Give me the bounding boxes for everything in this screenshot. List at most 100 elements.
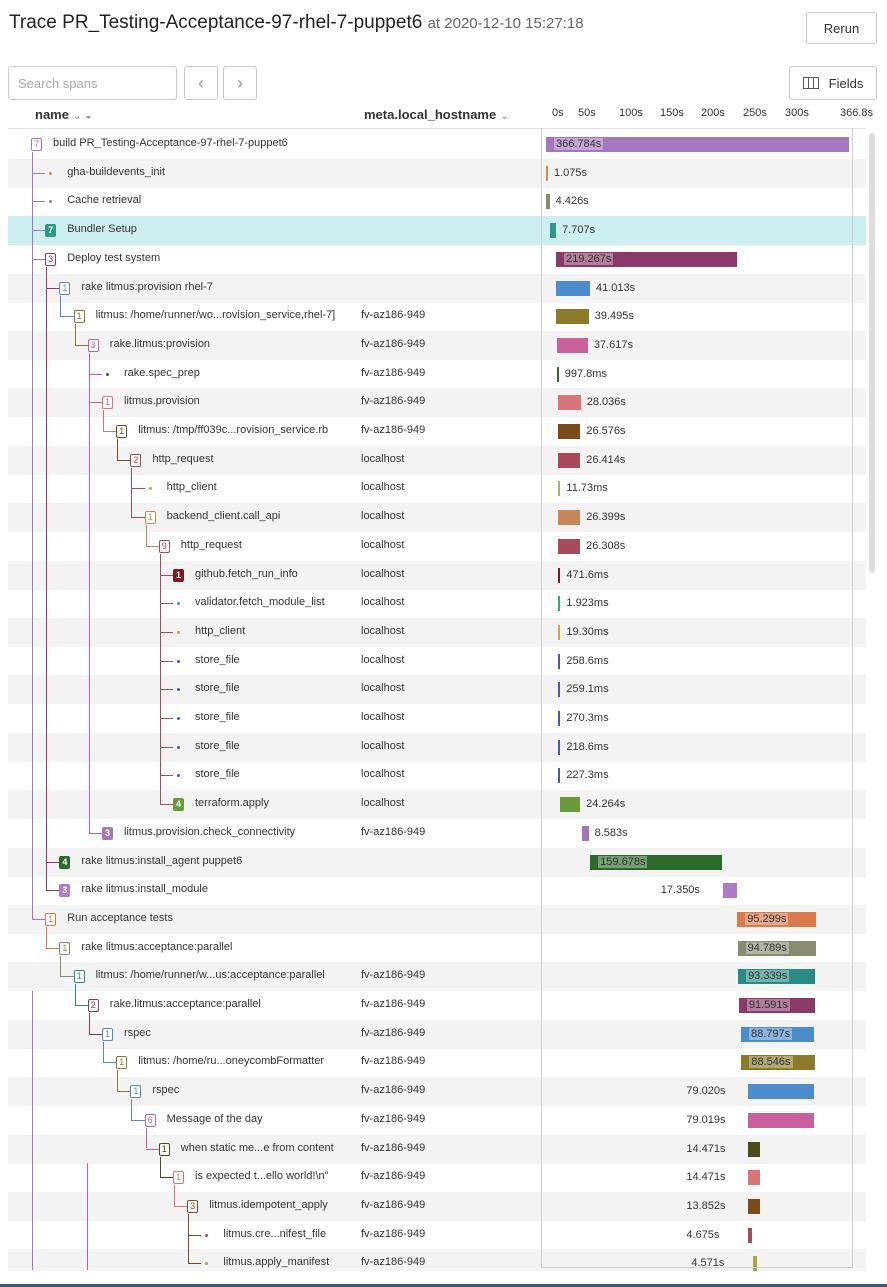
child-count-badge[interactable]: 1	[173, 568, 184, 582]
span-name[interactable]: litmus: /home/runner/wo...rovision_servi…	[95, 309, 336, 322]
child-count-badge[interactable]: 1	[158, 1142, 170, 1156]
span-row[interactable]: 4 rake litmus:install_agent puppet6 159.67…	[8, 847, 866, 877]
span-name[interactable]: http_request	[152, 452, 214, 465]
span-name[interactable]: is expected t...ello world!\n"	[195, 1170, 329, 1183]
search-input[interactable]	[8, 66, 177, 100]
child-count-badge[interactable]: 1	[59, 941, 71, 955]
span-duration-bar[interactable]	[558, 567, 561, 583]
span-row[interactable]: 3 litmus.idempotent_apply fv-az186-949 13.8…	[8, 1191, 866, 1221]
child-count-badge[interactable]: 4	[173, 798, 184, 812]
child-count-badge[interactable]: 1	[102, 396, 113, 410]
span-duration-bar[interactable]	[558, 624, 561, 640]
span-name[interactable]: http_client	[166, 481, 217, 494]
child-count-badge[interactable]: 7	[45, 224, 57, 238]
span-row[interactable]: 3 rake.litmus:provision fv-az186-949 37.617…	[8, 330, 866, 360]
span-name[interactable]: rake.spec_prep	[124, 366, 200, 379]
span-name[interactable]: rspec	[124, 1026, 151, 1039]
child-count-badge[interactable]: 1	[45, 912, 57, 926]
span-row[interactable]: 1 litmus: /home/runner/w...us:acceptance:…	[8, 962, 866, 992]
span-row[interactable]: Cache retrieval 4.426s	[8, 187, 866, 216]
span-duration-bar[interactable]	[560, 797, 581, 813]
span-name[interactable]: litmus.provision.check_connectivity	[124, 825, 296, 838]
span-name[interactable]: Bundler Setup	[67, 223, 137, 236]
span-row[interactable]: 1 github.fetch_run_info localhost 471.6ms	[8, 560, 866, 590]
span-duration-bar[interactable]	[557, 395, 581, 411]
span-duration-bar[interactable]	[722, 883, 738, 899]
span-row[interactable]: 1 Run acceptance tests 95.299s	[8, 904, 866, 934]
span-duration-bar[interactable]	[738, 969, 816, 985]
span-name[interactable]: store_file	[195, 711, 240, 723]
name-column-header[interactable]: name ⌄ ◒	[35, 107, 91, 122]
span-row[interactable]: 6 Message of the day fv-az186-949 79.019s	[8, 1106, 866, 1135]
child-count-badge[interactable]: 3	[102, 826, 113, 840]
span-duration-bar[interactable]	[581, 825, 589, 841]
child-count-badge[interactable]: 1	[102, 1027, 113, 1041]
span-name[interactable]: Cache retrieval	[67, 194, 142, 207]
span-duration-bar[interactable]	[558, 481, 561, 497]
span-row[interactable]: rake.spec_prep fv-az186-949 997.8ms	[8, 360, 866, 389]
child-count-badge[interactable]: 3	[187, 1199, 199, 1213]
hostname-column-header[interactable]: meta.local_hostname ⌄	[364, 107, 509, 122]
span-duration-bar[interactable]	[556, 337, 588, 353]
span-duration-bar[interactable]	[748, 1084, 814, 1100]
span-duration-bar[interactable]	[546, 137, 849, 152]
child-count-badge[interactable]: 3	[59, 884, 71, 898]
span-name[interactable]: store_file	[195, 682, 240, 695]
child-count-badge[interactable]: 1	[116, 1056, 128, 1070]
span-row[interactable]: 3 litmus.provision.check_connectivity fv-a…	[8, 819, 866, 848]
span-row[interactable]: 3 rake litmus:install_module 17.350s	[8, 876, 866, 905]
next-match-button[interactable]: ›	[223, 66, 257, 100]
previous-match-button[interactable]: ‹	[184, 66, 218, 100]
span-duration-bar[interactable]	[748, 1112, 814, 1128]
span-duration-bar[interactable]	[556, 309, 589, 325]
span-duration-bar[interactable]	[558, 739, 561, 755]
span-name[interactable]: Message of the day	[166, 1112, 263, 1125]
scrollbar[interactable]	[869, 133, 875, 573]
span-name[interactable]: rake litmus:install_module	[81, 883, 208, 896]
child-count-badge[interactable]: 4	[59, 855, 71, 869]
child-count-badge[interactable]: 1	[116, 425, 128, 438]
span-duration-bar[interactable]	[558, 424, 581, 439]
child-count-badge[interactable]: 1	[144, 511, 156, 525]
span-duration-bar[interactable]	[558, 596, 561, 612]
child-count-badge[interactable]: 2	[87, 999, 99, 1012]
span-duration-bar[interactable]	[753, 1256, 758, 1272]
child-count-badge[interactable]: 3	[45, 252, 57, 266]
span-name[interactable]: backend_client.call_api	[166, 510, 281, 523]
span-row[interactable]: 4 terraform.apply localhost 24.264s	[8, 790, 866, 820]
span-row[interactable]: 2 http_request localhost 26.414s	[8, 445, 866, 475]
span-row[interactable]: 9 http_request localhost 26.308s	[8, 532, 866, 561]
child-count-badge[interactable]: 1	[130, 1085, 142, 1099]
span-name[interactable]: rake litmus:acceptance:parallel	[81, 940, 233, 953]
span-duration-bar[interactable]	[558, 510, 581, 526]
span-row[interactable]: 1 litmus: /home/runner/wo...rovision_serv…	[8, 302, 866, 331]
span-name[interactable]: build PR_Testing-Acceptance-97-rhel-7-pu…	[53, 137, 288, 149]
span-name[interactable]: store_file	[195, 768, 240, 781]
child-count-badge[interactable]: 7	[31, 138, 42, 151]
child-count-badge[interactable]: 1	[73, 970, 85, 984]
span-row[interactable]: 1 backend_client.call_api localhost 26.399s	[8, 503, 866, 533]
span-duration-bar[interactable]	[740, 1026, 815, 1042]
span-row[interactable]: 1 rspec fv-az186-949 88.797s	[8, 1019, 866, 1049]
span-duration-bar[interactable]	[748, 1141, 761, 1157]
span-name[interactable]: validator.fetch_module_list	[195, 596, 325, 609]
span-name[interactable]: litmus.apply_manifest	[223, 1256, 330, 1269]
child-count-badge[interactable]: 6	[144, 1113, 156, 1127]
span-name[interactable]: Run acceptance tests	[67, 911, 173, 924]
span-row[interactable]: store_file localhost 270.3ms	[8, 704, 866, 733]
span-name[interactable]: github.fetch_run_info	[195, 567, 298, 580]
span-row[interactable]: 2 rake.litmus:acceptance:parallel fv-az186…	[8, 991, 866, 1020]
span-row[interactable]: 1 is expected t...ello world!\n" fv-az186-…	[8, 1163, 866, 1192]
span-duration-bar[interactable]	[748, 1170, 761, 1186]
span-row[interactable]: store_file localhost 259.1ms	[8, 675, 866, 705]
span-duration-bar[interactable]	[546, 194, 550, 210]
span-name[interactable]: litmus: /home/runner/w...us:acceptance:p…	[95, 969, 325, 982]
span-duration-bar[interactable]	[549, 223, 557, 239]
span-name[interactable]: when static me...e from content	[180, 1141, 334, 1154]
span-duration-bar[interactable]	[558, 682, 561, 698]
span-row[interactable]: 1 rake litmus:acceptance:parallel 94.789s	[8, 934, 866, 963]
span-duration-bar[interactable]	[748, 1198, 760, 1214]
span-duration-bar[interactable]	[556, 280, 590, 296]
span-duration-bar[interactable]	[558, 452, 581, 468]
span-row[interactable]: 1 when static me...e from content fv-az186…	[8, 1134, 866, 1164]
